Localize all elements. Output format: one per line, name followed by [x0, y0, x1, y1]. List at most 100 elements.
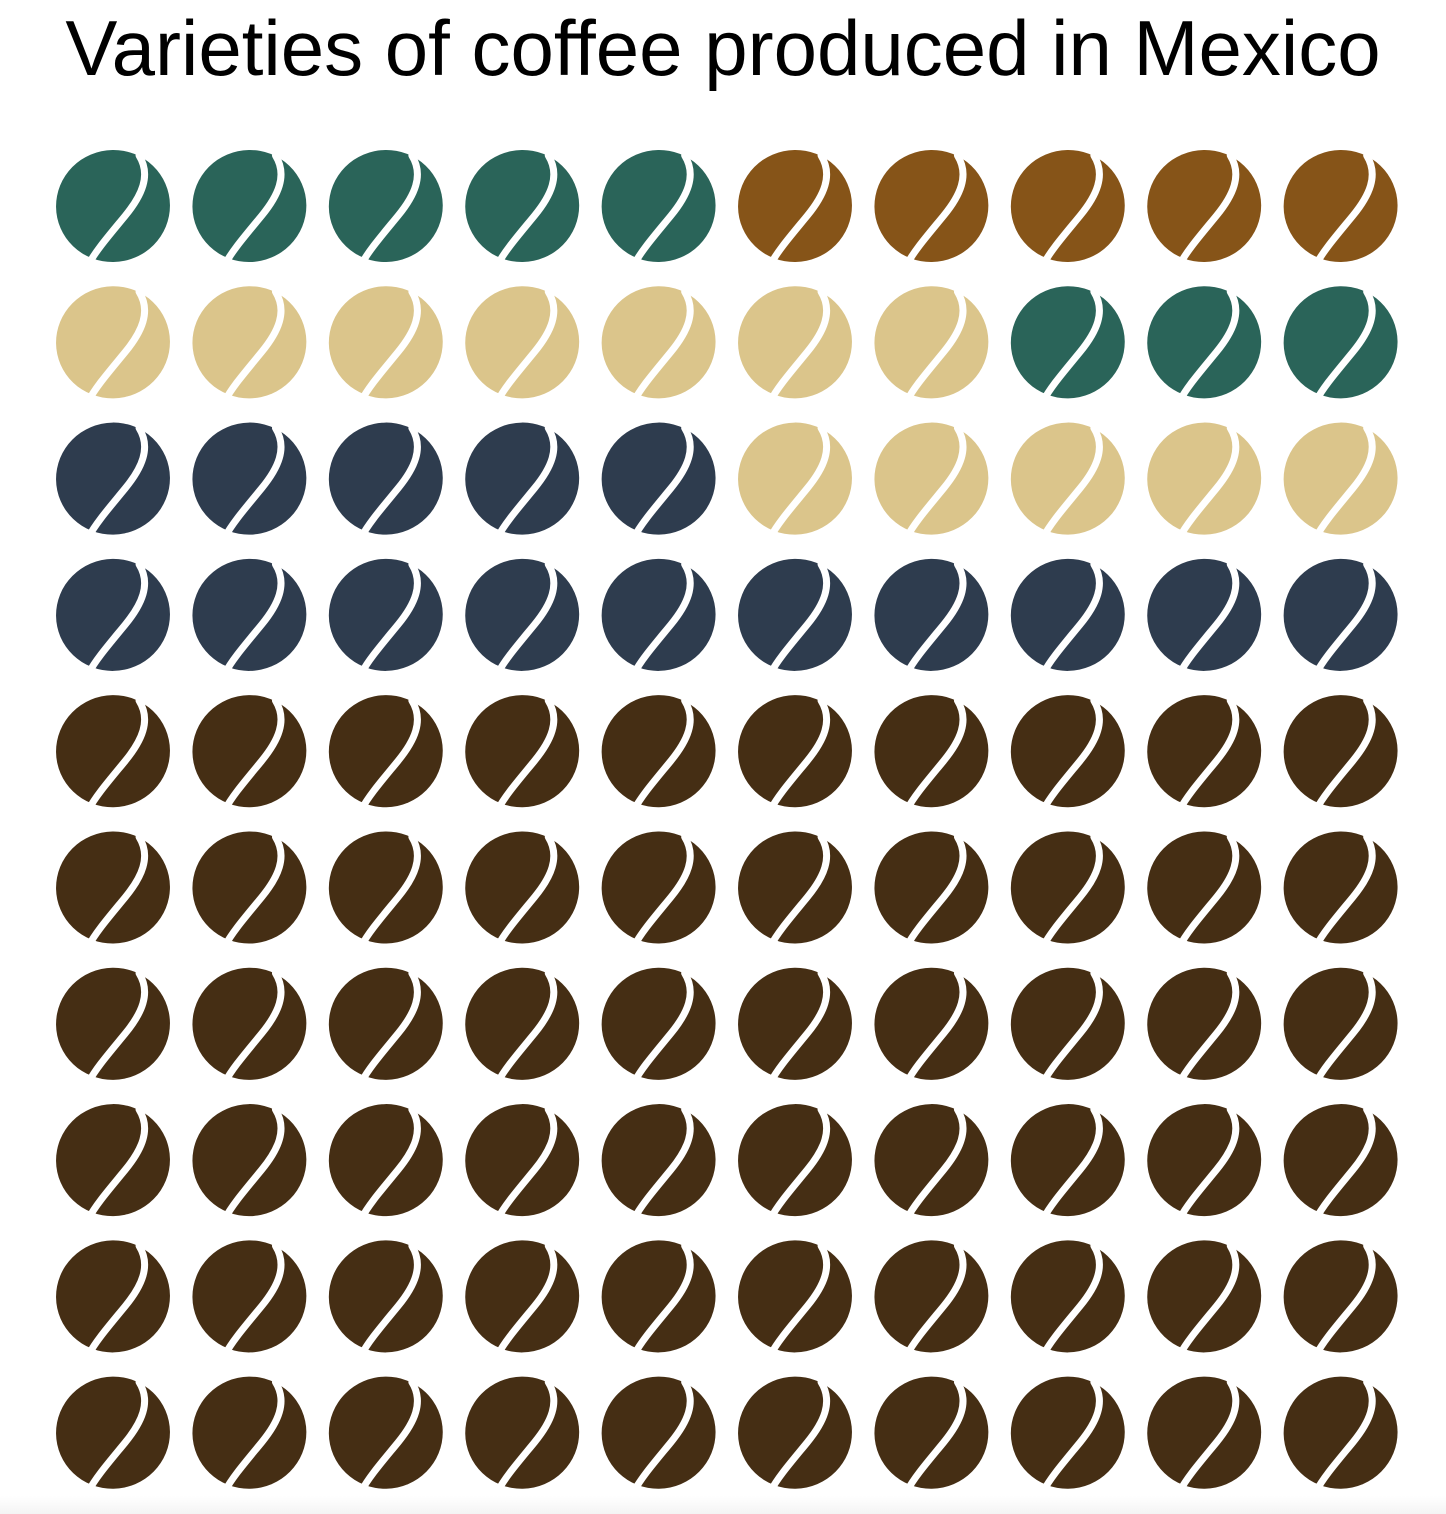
bean-crease [85, 1242, 149, 1359]
bean-crease [357, 697, 421, 814]
coffee-bean-icon [874, 1104, 989, 1222]
coffee-bean-icon [601, 1104, 716, 1222]
bean-body [874, 558, 989, 671]
coffee-bean-icon [874, 286, 989, 405]
coffee-bean-icon [56, 149, 170, 268]
bean-body [874, 1376, 989, 1489]
bean-body [874, 1104, 989, 1217]
bean-crease [767, 969, 831, 1086]
coffee-bean-icon [1147, 422, 1262, 541]
coffee-bean-icon [1283, 831, 1398, 950]
coffee-bean-icon [1147, 831, 1262, 950]
coffee-bean-icon [465, 1104, 580, 1222]
bean-crease [1039, 151, 1103, 268]
bean-crease [1039, 1106, 1103, 1222]
coffee-bean-icon [874, 1376, 989, 1495]
coffee-bean-icon [874, 149, 989, 268]
bean-body [738, 558, 852, 671]
coffee-bean-icon [874, 967, 989, 1086]
bean-body [1147, 1240, 1262, 1353]
bean-crease [1312, 288, 1376, 405]
bean-crease [85, 1378, 149, 1495]
coffee-bean-icon [1010, 149, 1125, 268]
bean-crease [1176, 560, 1240, 677]
bean-crease [494, 151, 558, 268]
bean-body [192, 1104, 307, 1217]
bean-crease [767, 1378, 831, 1495]
bean-body [1010, 831, 1125, 944]
coffee-bean-icon [328, 1240, 443, 1359]
bean-body [1147, 695, 1262, 808]
bean-crease [903, 424, 967, 541]
coffee-bean-icon [1283, 286, 1398, 405]
coffee-bean-icon [328, 558, 443, 677]
coffee-bean-icon [738, 286, 852, 405]
bean-crease [494, 560, 558, 677]
bean-body [1010, 695, 1125, 808]
coffee-bean-icon [738, 1104, 852, 1222]
bean-crease [767, 697, 831, 814]
coffee-bean-icon [738, 831, 852, 950]
bean-crease [630, 424, 694, 541]
coffee-bean-icon [328, 286, 443, 405]
bean-crease [1039, 560, 1103, 677]
bean-crease [494, 288, 558, 405]
coffee-bean-icon [1283, 695, 1398, 814]
coffee-bean-icon [465, 286, 580, 405]
coffee-bean-icon [465, 422, 580, 541]
bean-body [1010, 1240, 1125, 1353]
bean-body [56, 149, 170, 263]
coffee-bean-icon [738, 1240, 852, 1359]
coffee-bean-icon [465, 967, 580, 1086]
bean-crease [494, 1106, 558, 1222]
coffee-bean-icon [465, 695, 580, 814]
bean-body [1283, 831, 1398, 944]
bean-crease [1039, 1378, 1103, 1495]
bean-body [874, 149, 989, 263]
coffee-bean-icon [738, 1376, 852, 1495]
bean-crease [357, 424, 421, 541]
coffee-bean-icon [1010, 558, 1125, 677]
bottom-edge [0, 1496, 1446, 1514]
bean-body [465, 422, 580, 535]
bean-body [328, 422, 443, 535]
coffee-bean-icon [56, 558, 170, 677]
bean-crease [1312, 969, 1376, 1086]
bean-crease [357, 1106, 421, 1222]
coffee-bean-icon [738, 422, 852, 541]
bean-body [465, 286, 580, 399]
coffee-bean-icon [192, 1104, 307, 1222]
bean-crease [357, 833, 421, 950]
bean-crease [903, 1242, 967, 1359]
bean-body [738, 422, 852, 535]
coffee-bean-icon [601, 831, 716, 950]
bean-crease [630, 1242, 694, 1359]
bean-body [1147, 1376, 1262, 1489]
bean-body [738, 149, 852, 263]
bean-body [738, 1376, 852, 1489]
bean-crease [1312, 1378, 1376, 1495]
bean-body [1283, 967, 1398, 1080]
bean-body [874, 695, 989, 808]
coffee-bean-icon [56, 1376, 170, 1495]
bean-crease [767, 1242, 831, 1359]
bean-body [1010, 149, 1125, 263]
bean-crease [494, 969, 558, 1086]
bean-body [1147, 967, 1262, 1080]
bean-crease [630, 560, 694, 677]
bean-body [56, 558, 170, 671]
coffee-bean-icon [1283, 422, 1398, 541]
coffee-bean-icon [738, 558, 852, 677]
bean-body [328, 1240, 443, 1353]
coffee-bean-icon [1010, 1240, 1125, 1359]
bean-crease [85, 560, 149, 677]
bean-crease [1176, 833, 1240, 950]
coffee-bean-icon [738, 695, 852, 814]
bean-body [465, 695, 580, 808]
coffee-bean-icon [56, 1104, 170, 1222]
coffee-bean-icon [1010, 695, 1125, 814]
bean-crease [903, 969, 967, 1086]
bean-body [1147, 286, 1262, 399]
coffee-bean-icon [465, 1376, 580, 1495]
bean-body [192, 558, 307, 671]
